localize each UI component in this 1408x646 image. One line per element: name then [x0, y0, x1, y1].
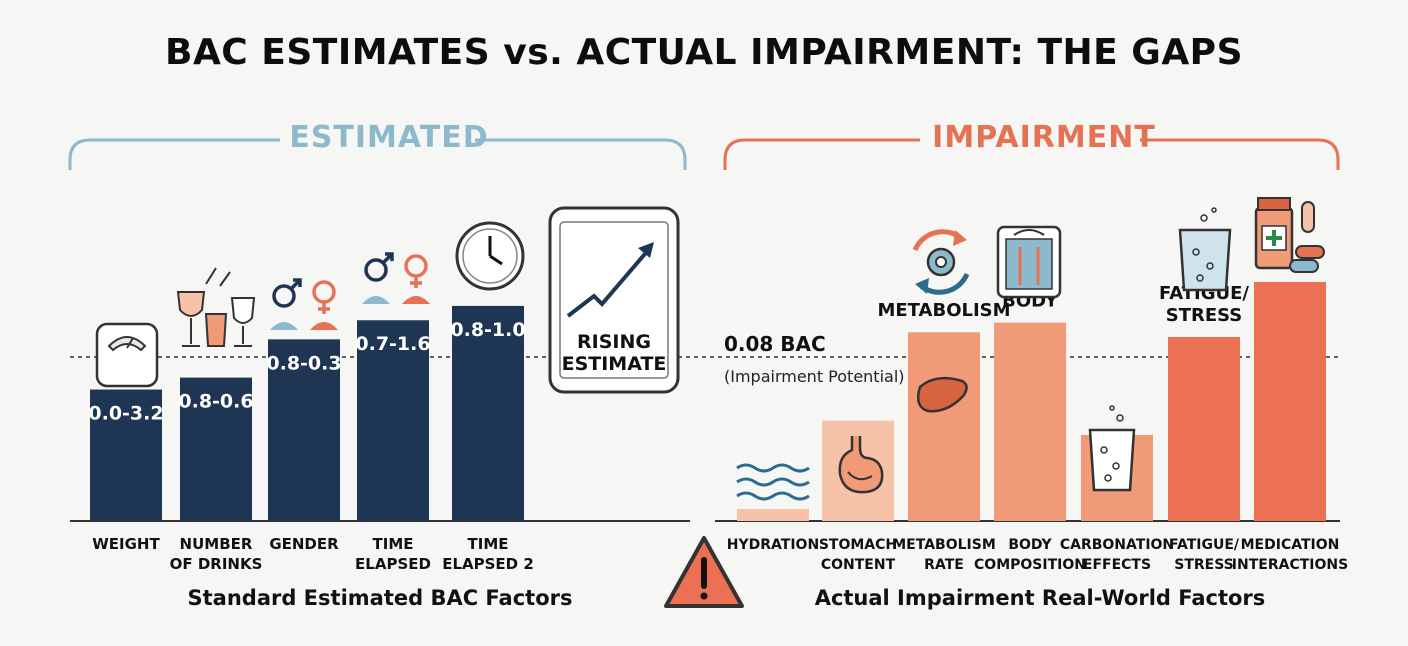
impairment-category-label: CARBONATION	[1060, 537, 1174, 553]
impairment-section-label: IMPAIRMENT	[915, 120, 1173, 155]
impairment-footer: Actual Impairment Real-World Factors	[814, 586, 1266, 610]
impairment-category-label: COMPOSITION	[974, 557, 1086, 573]
impairment-category-label: BODY	[1008, 537, 1052, 553]
estimated-category-label: WEIGHT	[92, 535, 160, 553]
estimated-category-label: OF DRINKS	[170, 555, 263, 573]
fizzy-glass-icon	[1178, 207, 1232, 292]
impairment-category-label: STRESS	[1174, 557, 1234, 573]
warning-icon	[664, 536, 744, 608]
estimated-bar	[90, 389, 162, 521]
impairment-category-label: HYDRATION	[727, 537, 819, 553]
estimated-bars: 0.0-3.2 0.8-0.6 0.8-0.3 0.7-1.6 0.8-1.0	[88, 305, 526, 521]
estimated-category-label: TIME	[373, 535, 414, 553]
rising-estimate-line1: RISING	[577, 331, 651, 353]
gear-cycle-icon	[912, 229, 970, 295]
clock-icon	[455, 221, 525, 291]
impairment-bar-annotation: METABOLISM	[877, 300, 1010, 321]
rising-estimate-line2: ESTIMATE	[562, 353, 667, 375]
impairment-bar	[737, 509, 809, 521]
impairment-bar	[994, 322, 1066, 521]
impairment-category-label: CONTENT	[821, 557, 896, 573]
impairment-category-label: FATIGUE/	[1169, 537, 1240, 553]
scale-icon	[95, 322, 159, 388]
impairment-category-label: STOMACH	[819, 537, 897, 553]
estimated-bar	[452, 305, 524, 521]
impairment-bar	[908, 332, 980, 521]
water-waves-icon	[736, 463, 810, 501]
impairment-category-labels: HYDRATION STOMACH CONTENT METABOLISM RATE BOD…	[727, 537, 1348, 573]
threshold-label: 0.08 BAC	[724, 332, 826, 356]
estimated-category-labels: WEIGHT NUMBER OF DRINKS GENDER TIME ELAPSED TI…	[92, 535, 534, 573]
impairment-category-label: EFFECTS	[1083, 557, 1151, 573]
estimated-category-label: ELAPSED	[355, 555, 431, 573]
estimated-bar-value-label: 0.8-0.3	[266, 352, 341, 374]
threshold-sublabel: (Impairment Potential)	[724, 367, 905, 386]
estimated-category-label: NUMBER	[180, 535, 253, 553]
estimated-bar-value-label: 0.8-1.0	[450, 319, 525, 341]
impairment-category-label: METABOLISM	[892, 537, 996, 553]
impairment-category-label: INTERACTIONS	[1232, 557, 1348, 573]
body-scale-icon	[996, 225, 1062, 299]
estimated-section-label: ESTIMATED	[275, 120, 503, 155]
wine-glasses-icon	[176, 267, 256, 347]
impairment-bar	[1168, 336, 1240, 521]
estimated-bar	[180, 377, 252, 521]
impairment-category-label: RATE	[924, 557, 964, 573]
gender-icon	[270, 278, 338, 330]
impairment-bar	[1254, 282, 1326, 521]
tablet-chart-icon: RISING ESTIMATE	[548, 206, 680, 394]
impairment-bracket	[723, 138, 1340, 170]
liver-icon	[917, 376, 968, 413]
fizzy-glass-icon	[1088, 405, 1136, 492]
estimated-category-label: ELAPSED 2	[442, 555, 534, 573]
impairment-bar-annotation: STRESS	[1166, 305, 1243, 326]
estimated-category-label: TIME	[468, 535, 509, 553]
estimated-bar-value-label: 0.8-0.6	[178, 391, 253, 413]
medication-icon	[1254, 197, 1325, 273]
estimated-footer: Standard Estimated BAC Factors	[187, 586, 573, 610]
gender-icon	[362, 252, 430, 304]
estimated-category-label: GENDER	[269, 535, 339, 553]
impairment-category-label: MEDICATION	[1241, 537, 1340, 553]
estimated-bar	[357, 320, 429, 521]
estimated-bracket	[68, 138, 687, 170]
estimated-bar	[268, 339, 340, 521]
estimated-bar-value-label: 0.7-1.6	[355, 333, 430, 355]
estimated-bar-value-label: 0.0-3.2	[88, 403, 163, 425]
stomach-icon	[838, 436, 884, 494]
page-title: BAC ESTIMATES vs. ACTUAL IMPAIRMENT: THE…	[165, 32, 1243, 73]
